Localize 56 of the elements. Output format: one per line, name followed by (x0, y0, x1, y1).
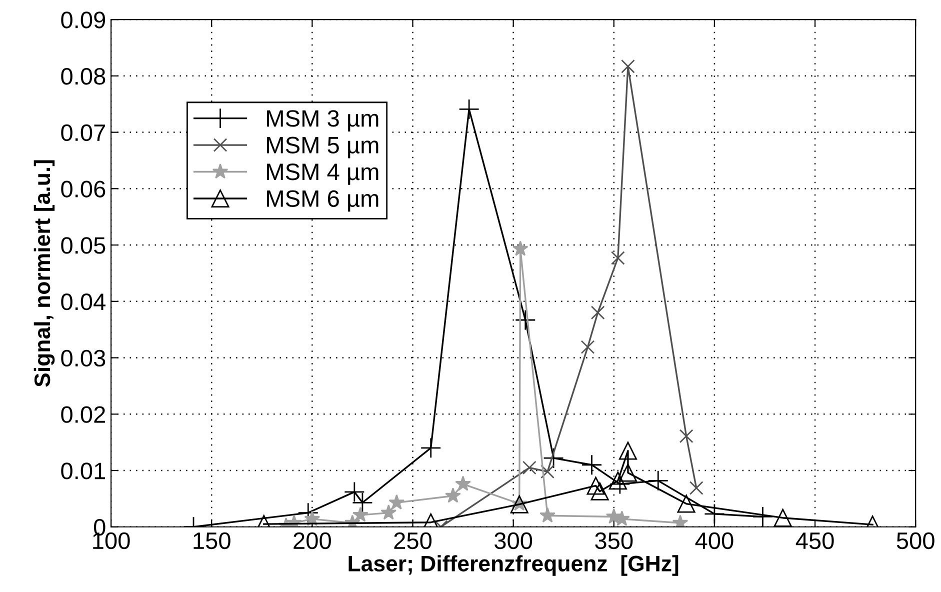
point (458, 98, 480, 120)
y-tick-label: 0.01 (61, 462, 106, 480)
point (352, 506, 368, 522)
point (677, 494, 696, 513)
point (522, 460, 536, 475)
point (586, 476, 605, 495)
legend-label: MSM 6 µm (267, 190, 378, 212)
point (540, 507, 556, 522)
point (344, 482, 365, 502)
y-tick-label: 0.03 (61, 350, 106, 367)
point (608, 472, 627, 490)
point (445, 488, 461, 503)
point (679, 429, 694, 444)
point (455, 476, 471, 491)
point (752, 506, 774, 527)
point (648, 470, 669, 492)
y-tick-label: 0.02 (61, 406, 105, 423)
point (298, 502, 319, 524)
point (618, 464, 637, 482)
legend-label: MSM 5 µm (267, 136, 378, 158)
x-tick-label: 500 (896, 532, 934, 550)
point (621, 59, 635, 74)
x-tick-label: 250 (394, 532, 432, 550)
point (380, 504, 397, 520)
y-tick-label: 0.04 (61, 293, 106, 310)
x-tick-label: 400 (695, 532, 734, 550)
y-tick-label: 0.05 (61, 237, 106, 254)
y-tick-label: 0.06 (61, 180, 106, 198)
point (590, 306, 605, 320)
point (580, 340, 595, 354)
point (543, 448, 564, 469)
legend-label: MSM 4 µm (267, 164, 378, 185)
y-tick-label: 0.08 (61, 68, 106, 85)
point (618, 442, 637, 460)
point (352, 492, 373, 514)
point (774, 508, 792, 527)
x-tick-label: 150 (194, 532, 230, 550)
point (704, 503, 725, 524)
point (581, 454, 602, 476)
point (689, 481, 704, 495)
point (514, 310, 536, 330)
point (590, 482, 609, 500)
legend-label: MSM 3 µm (267, 110, 378, 132)
x-tick-label: 200 (294, 532, 331, 550)
point (540, 464, 554, 479)
point (388, 494, 405, 510)
y-tick-label: 0.09 (61, 12, 106, 28)
point (420, 438, 442, 458)
point (610, 251, 625, 265)
x-tick-label: 350 (595, 532, 633, 550)
x-axis-title: Laser; Differenzfrequenz [GHz] (348, 555, 678, 576)
x-tick-label: 450 (796, 532, 834, 550)
x-tick-label: 300 (494, 532, 532, 550)
y-tick-label: 0.07 (61, 124, 105, 142)
point (512, 240, 528, 256)
y-axis-title: Signal, normiert [a.u.] (34, 160, 55, 387)
